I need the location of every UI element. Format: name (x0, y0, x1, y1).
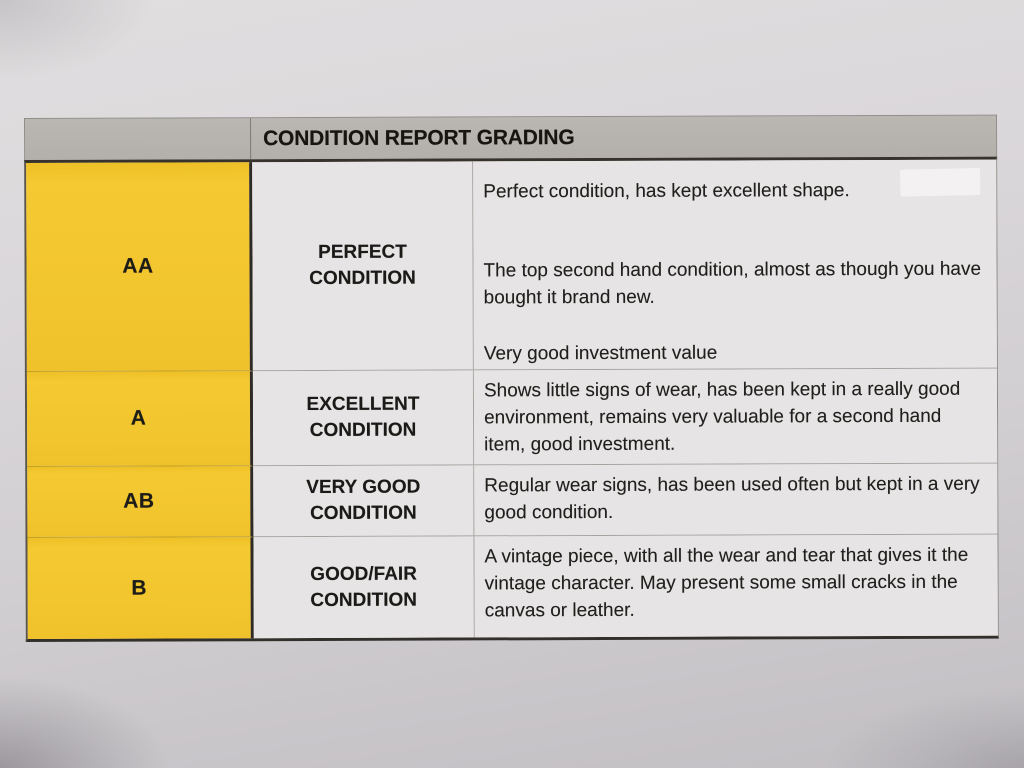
table-header-spacer-cell (25, 118, 252, 160)
description-paragraph: Regular wear signs, has been used often … (484, 473, 980, 524)
description-cell-ab: Regular wear signs, has been used often … (474, 463, 998, 537)
grade-label-b: B (131, 576, 148, 600)
condition-label-perfect: PERFECT CONDITION (309, 241, 416, 290)
description-cell-a: Shows little signs of wear, has been kep… (473, 368, 998, 466)
condition-label-good-fair: GOOD/FAIR CONDITION (310, 563, 418, 611)
description-cell-aa: Perfect condition, has kept excellent sh… (473, 159, 997, 371)
grade-cell-aa: AA (26, 162, 253, 372)
description-paragraph: The top second hand condition, almost as… (483, 258, 982, 309)
condition-cell-very-good: VERY GOOD CONDITION (253, 465, 475, 538)
grade-label-a: A (130, 406, 147, 430)
description-paragraph: A vintage piece, with all the wear and t… (484, 544, 969, 622)
condition-label-very-good: VERY GOOD CONDITION (306, 476, 421, 525)
description-cell-b: A vintage piece, with all the wear and t… (474, 534, 998, 638)
table-title-text: CONDITION REPORT GRADING (263, 125, 575, 150)
grade-cell-ab: AB (27, 466, 254, 538)
condition-cell-excellent: EXCELLENT CONDITION (252, 370, 475, 467)
table-body: AA PERFECT CONDITION Perfect condition, … (24, 156, 999, 642)
description-paragraph: Very good investment value (483, 342, 718, 365)
table-title: CONDITION REPORT GRADING (251, 116, 996, 160)
whiteout-correction-patch (899, 167, 981, 197)
condition-label-excellent: EXCELLENT CONDITION (306, 393, 420, 442)
grade-label-ab: AB (123, 489, 155, 513)
condition-cell-perfect: PERFECT CONDITION (252, 161, 474, 372)
description-paragraph: Shows little signs of wear, has been kep… (483, 378, 961, 456)
grade-cell-a: A (26, 371, 254, 467)
grade-cell-b: B (27, 537, 254, 639)
table-header-row: CONDITION REPORT GRADING (24, 114, 998, 160)
condition-grading-table: CONDITION REPORT GRADING AA PERFECT COND… (24, 114, 999, 642)
condition-cell-good-fair: GOOD/FAIR CONDITION (253, 536, 475, 639)
grade-label-aa: AA (122, 254, 154, 278)
